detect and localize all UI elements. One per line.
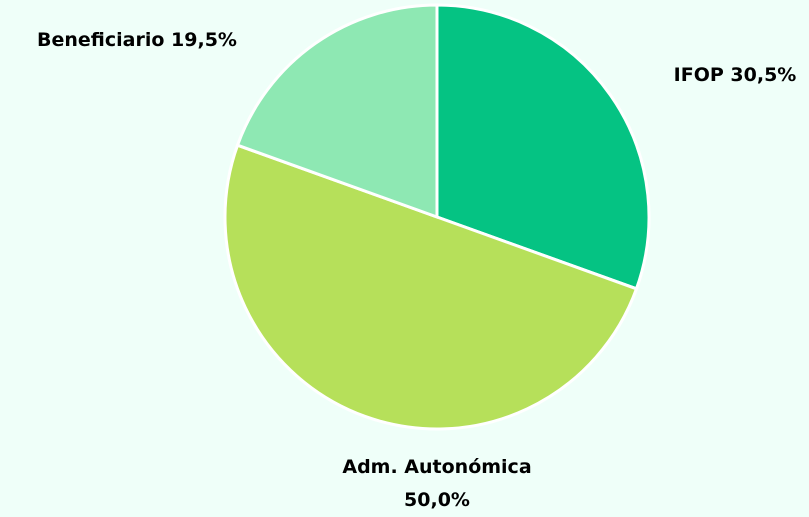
slice-label: IFOP 30,5% [674, 64, 797, 86]
slice-label: Beneficiario 19,5% [37, 29, 237, 51]
category-label: Adm. Autonómica [342, 456, 531, 478]
category-label: Beneficiario [37, 29, 164, 51]
category-label: IFOP [674, 64, 724, 86]
pie-slice [435, 3, 651, 291]
pie-slice [235, 3, 439, 220]
value-label: 50,0% [404, 489, 470, 511]
value-label: 30,5% [730, 64, 796, 86]
pie-slice [223, 143, 639, 431]
value-label: 19,5% [171, 29, 237, 51]
slice-label: Adm. Autonómica 50,0% [342, 456, 531, 511]
